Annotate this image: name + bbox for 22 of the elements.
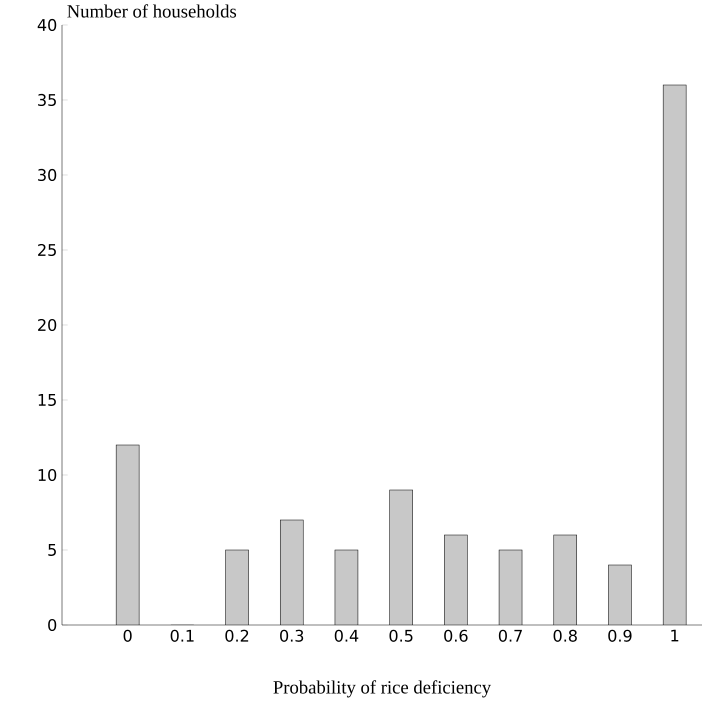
y-tick-label: 25: [38, 244, 56, 256]
y-tick-label: 35: [38, 94, 56, 106]
x-axis-title: Probability of rice deficiency: [273, 680, 492, 698]
x-tick-label: 1: [671, 630, 678, 642]
x-tick-label: 0.9: [608, 630, 632, 642]
x-tick-label: 0.6: [444, 630, 468, 642]
x-tick-label: 0.7: [498, 630, 522, 642]
y-tick-label: 0: [48, 618, 56, 632]
y-axis-title: Number of households: [67, 4, 236, 18]
x-tick-label: 0.4: [334, 630, 358, 642]
x-tick-label: 0.1: [170, 630, 194, 642]
x-tick-label: 0.5: [389, 630, 412, 642]
y-tick-label: 20: [38, 318, 56, 332]
y-tick-label: 10: [38, 468, 56, 482]
y-tick-label: 5: [48, 544, 56, 556]
y-tick-label: 40: [38, 18, 56, 32]
x-tick-label: 0: [124, 630, 132, 642]
y-tick-label: 15: [38, 394, 56, 406]
x-tick-label: 0.2: [225, 630, 248, 642]
x-tick-label: 0.8: [554, 630, 577, 642]
x-tick-label: 0.3: [280, 630, 304, 642]
y-tick-label: 30: [38, 168, 56, 182]
